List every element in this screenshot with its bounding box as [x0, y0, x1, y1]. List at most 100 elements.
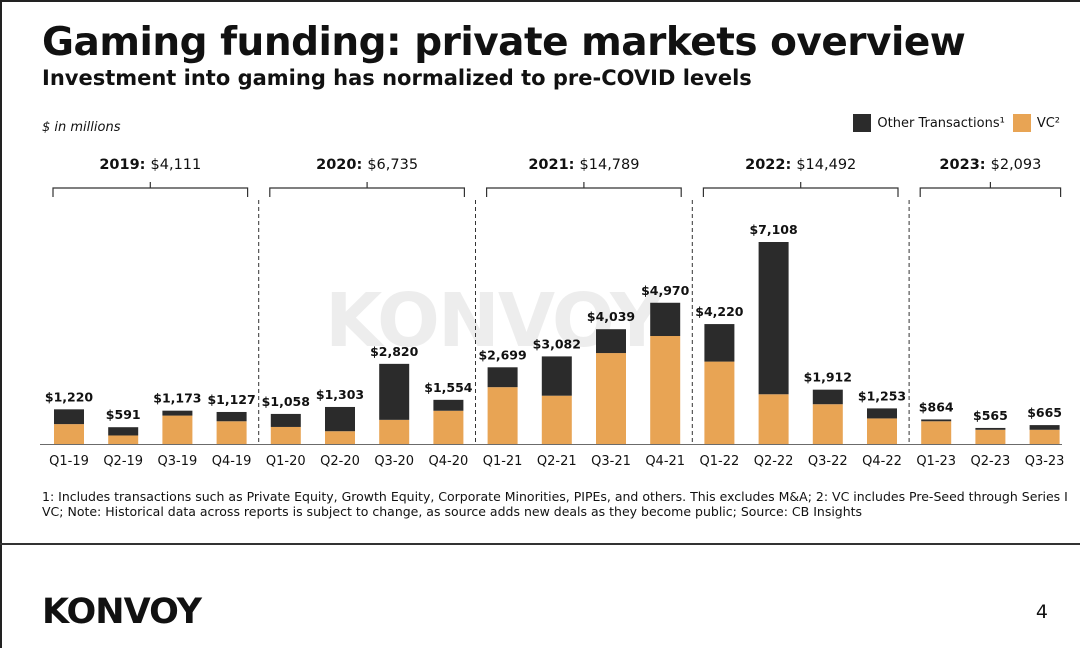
bar-other-q2-22: [758, 242, 789, 395]
year-heading-total: $6,735: [367, 157, 418, 173]
total-label-q4-19: $1,127: [207, 392, 255, 407]
bar-vc-q3-23: [1029, 429, 1060, 444]
bar-vc-q2-19: [108, 435, 139, 444]
units-label: $ in millions: [42, 120, 121, 135]
x-tick-label-q3-21: Q3-21: [591, 454, 631, 469]
bar-vc-q1-22: [704, 361, 735, 444]
brand-logo: KONVOY: [42, 592, 202, 632]
legend-label-other: Other Transactions¹: [877, 115, 1005, 131]
bar-other-q2-20: [325, 406, 355, 432]
year-heading-0: 2019: $4,111: [99, 157, 201, 173]
bar-vc-q2-22: [758, 394, 789, 444]
total-label-q2-22: $7,108: [749, 222, 797, 237]
x-tick-label-q2-19: Q2-19: [103, 454, 143, 469]
bar-vc-q2-20: [325, 431, 355, 444]
x-tick-label-q3-23: Q3-23: [1025, 454, 1065, 469]
total-label-q2-20: $1,303: [316, 387, 364, 402]
bar-other-q3-21: [596, 329, 626, 354]
total-label-q2-19: $591: [106, 407, 141, 422]
bar-other-q3-22: [812, 389, 843, 405]
page-subtitle: Investment into gaming has normalized to…: [42, 66, 752, 90]
x-tick-label-q3-22: Q3-22: [808, 454, 848, 469]
x-tick-label-q3-20: Q3-20: [374, 454, 414, 469]
total-label-q4-22: $1,253: [858, 388, 906, 403]
year-heading-year: 2023:: [939, 157, 990, 173]
bar-other-q4-19: [216, 411, 247, 422]
total-label-q2-21: $3,082: [533, 336, 581, 351]
bar-other-q1-23: [921, 419, 952, 422]
x-tick-label-q4-19: Q4-19: [212, 454, 252, 469]
bar-other-q1-19: [54, 409, 84, 425]
top-border: [0, 0, 1080, 2]
year-bracket-1: [269, 182, 465, 197]
x-tick-label-q1-22: Q1-22: [700, 454, 740, 469]
year-heading-year: 2021:: [528, 157, 579, 173]
total-label-q4-21: $4,970: [641, 283, 690, 298]
bar-vc-q4-19: [216, 421, 247, 444]
chart-legend: Other Transactions¹ VC²: [853, 114, 1060, 132]
total-label-q1-20: $1,058: [262, 394, 310, 409]
bar-other-q1-21: [487, 367, 518, 388]
bar-other-q2-21: [541, 356, 572, 396]
footer-divider: [0, 543, 1080, 545]
legend-label-vc: VC²: [1036, 115, 1060, 131]
year-bracket-0: [52, 182, 249, 197]
bar-other-q2-19: [108, 427, 139, 436]
legend-item-other: Other Transactions¹: [853, 114, 1005, 132]
bar-other-q4-20: [433, 399, 464, 411]
bar-other-q1-20: [270, 413, 301, 427]
bar-vc-q2-21: [541, 395, 572, 444]
bar-vc-q1-20: [270, 426, 301, 444]
bar-other-q3-20: [379, 363, 410, 420]
year-heading-total: $14,789: [580, 157, 640, 173]
x-tick-label-q4-21: Q4-21: [645, 454, 685, 469]
year-heading-total: $14,492: [796, 157, 856, 173]
x-tick-label-q1-21: Q1-21: [483, 454, 523, 469]
bar-vc-q1-23: [921, 421, 952, 444]
year-heading-year: 2020:: [316, 157, 367, 173]
x-tick-label-q4-22: Q4-22: [862, 454, 902, 469]
year-bracket-3: [702, 182, 899, 197]
year-heading-total: $4,111: [151, 157, 202, 173]
year-heading-1: 2020: $6,735: [316, 157, 418, 173]
x-tick-label-q1-23: Q1-23: [916, 454, 956, 469]
year-bracket-4: [919, 182, 1062, 197]
bar-vc-q3-21: [596, 353, 626, 444]
page-number: 4: [1035, 601, 1048, 623]
bar-vc-q1-21: [487, 387, 518, 444]
year-bracket-2: [486, 182, 682, 197]
bar-other-q3-23: [1029, 425, 1060, 430]
bar-other-q4-21: [650, 302, 681, 337]
total-label-q3-19: $1,173: [153, 391, 201, 406]
page-title: Gaming funding: private markets overview: [42, 20, 966, 65]
total-label-q1-21: $2,699: [478, 347, 526, 362]
bar-vc-q4-20: [433, 410, 464, 444]
footnote: 1: Includes transactions such as Private…: [42, 489, 1068, 519]
legend-swatch-vc: [1012, 114, 1031, 132]
bar-vc-q4-21: [650, 336, 681, 444]
bar-other-q2-23: [975, 427, 1006, 430]
bar-vc-q2-23: [975, 429, 1006, 444]
bar-vc-q1-19: [54, 424, 84, 444]
total-label-q3-20: $2,820: [370, 344, 419, 359]
x-tick-label-q2-21: Q2-21: [537, 454, 577, 469]
year-heading-year: 2022:: [745, 157, 796, 173]
bar-other-q1-22: [704, 324, 735, 362]
total-label-q3-22: $1,912: [804, 370, 852, 385]
x-tick-label-q4-20: Q4-20: [429, 454, 469, 469]
year-heading-4: 2023: $2,093: [939, 157, 1041, 173]
x-tick-label-q1-19: Q1-19: [49, 454, 89, 469]
x-tick-label-q1-20: Q1-20: [266, 454, 306, 469]
year-heading-3: 2022: $14,492: [745, 157, 856, 173]
bar-other-q4-22: [867, 408, 897, 419]
bar-vc-q3-20: [379, 419, 410, 444]
x-tick-label-q2-22: Q2-22: [754, 454, 794, 469]
x-tick-label-q2-20: Q2-20: [320, 454, 360, 469]
bar-other-q3-19: [162, 410, 193, 416]
x-tick-label-q2-23: Q2-23: [971, 454, 1011, 469]
total-label-q3-23: $665: [1027, 405, 1062, 420]
total-label-q1-22: $4,220: [695, 304, 744, 319]
left-border: [0, 0, 2, 648]
bar-vc-q3-19: [162, 415, 193, 444]
year-heading-year: 2019:: [99, 157, 150, 173]
